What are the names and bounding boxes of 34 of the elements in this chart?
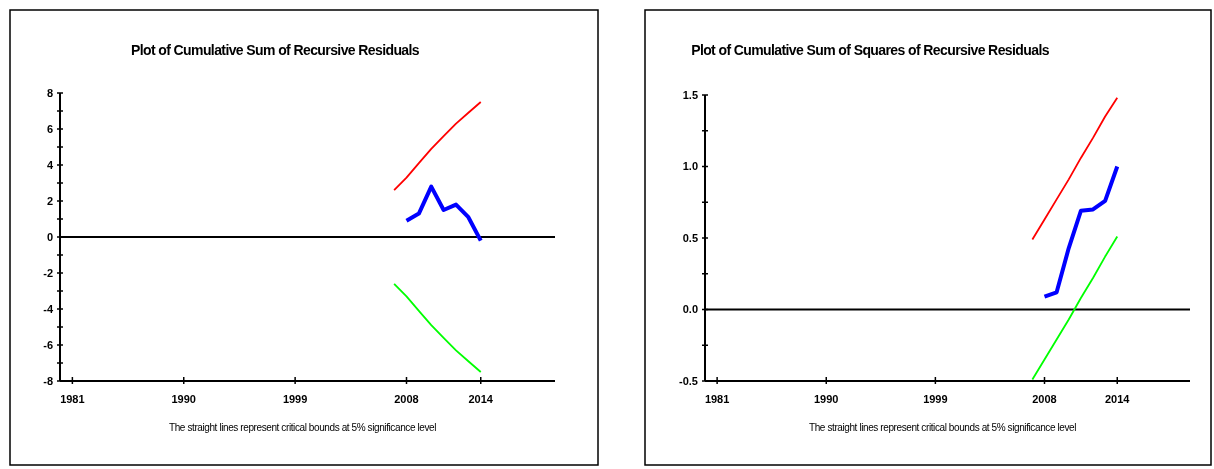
x-tick-label: 2014 [468, 393, 494, 405]
y-tick-label: -4 [43, 302, 54, 315]
x-tick-label: 1999 [923, 393, 948, 405]
line-series [393, 282, 482, 373]
text: The straight lines represent critical bounds at 5% significance level [809, 422, 1077, 433]
x-tick-label: 1999 [282, 393, 308, 405]
line-series [1031, 96, 1119, 241]
chart-title: Plot of Cumulative Sum of Squares of Recursive Residuals [691, 42, 1050, 58]
y-tick-label: 8 [46, 86, 53, 99]
y-tick-label: 1.5 [682, 88, 698, 101]
y-tick-label: 1.0 [682, 160, 698, 173]
y-tick-label: -8 [43, 374, 53, 387]
y-tick-label: 6 [46, 122, 53, 135]
x-tick-label: 2008 [1032, 393, 1057, 405]
line-series [1031, 235, 1119, 381]
line-series [393, 101, 482, 192]
x-tick-label: 1990 [171, 393, 196, 405]
chart-title: Plot of Cumulative Sum of Recursive Residuals [130, 42, 420, 58]
x-tick-label: 2008 [394, 393, 419, 405]
x-tick-label: 1981 [704, 393, 730, 405]
y-tick-label: 4 [46, 158, 54, 171]
text: The straight lines represent critical bounds at 5% significance level [169, 422, 437, 433]
x-tick-label: 1981 [60, 393, 85, 405]
line-series [1042, 164, 1120, 299]
y-tick-label: 2 [46, 194, 53, 207]
x-tick-label: 2014 [1105, 393, 1131, 405]
y-tick-label: 0.5 [682, 231, 698, 244]
y-tick-label: 0.0 [682, 303, 698, 316]
line-series [404, 184, 483, 243]
y-tick-label: -0.5 [679, 374, 698, 387]
y-tick-label: 0 [46, 230, 53, 243]
y-tick-label: -2 [43, 266, 53, 279]
x-tick-label: 1990 [814, 393, 839, 405]
y-tick-label: -6 [43, 338, 53, 351]
